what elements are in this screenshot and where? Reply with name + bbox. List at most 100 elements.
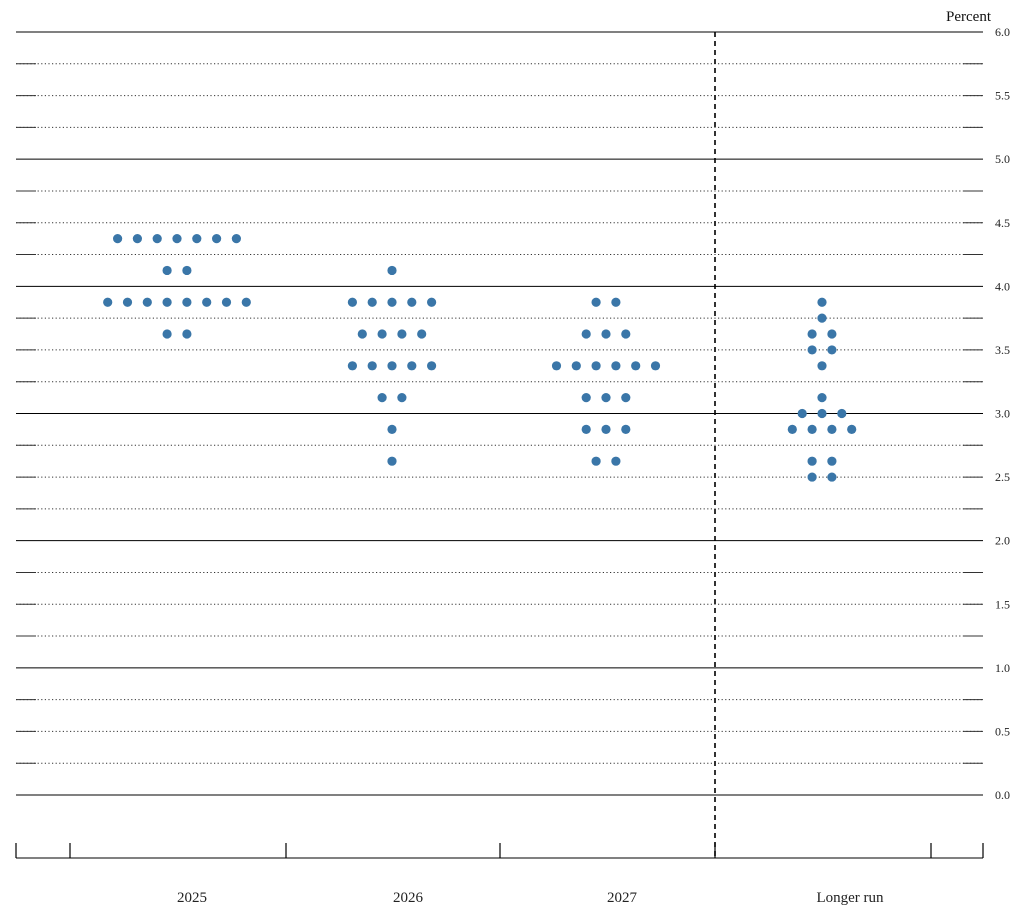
dot-2027	[650, 361, 661, 371]
dot-2025	[162, 329, 172, 339]
dot-2025	[221, 297, 232, 307]
dot-longer-run	[807, 456, 817, 466]
y-tick-label: 3.0	[995, 407, 1010, 421]
dot-2025	[142, 297, 152, 307]
y-tick-label: 0.5	[995, 724, 1010, 738]
dot-longer-run	[837, 408, 847, 419]
dot-2027	[611, 456, 621, 466]
dot-2025	[113, 234, 123, 244]
dot-2027	[581, 424, 591, 434]
dot-2026	[387, 265, 397, 276]
dot-2025	[132, 234, 142, 244]
dot-2025	[192, 234, 202, 244]
dot-longer-run	[817, 297, 827, 307]
dot-longer-run	[817, 408, 827, 419]
x-axis-category-labels: 2025 2026 2027 Longer run	[177, 890, 884, 906]
dot-2025	[182, 265, 192, 276]
dot-2025	[231, 234, 241, 244]
dot-2026	[387, 361, 397, 371]
dot-2026	[347, 361, 357, 371]
dot-2027	[631, 361, 641, 371]
dot-2025	[182, 297, 192, 307]
dot-2026	[407, 361, 417, 371]
x-category-label: 2025	[177, 890, 207, 906]
dot-2026	[377, 329, 387, 339]
dot-2027	[601, 393, 611, 403]
y-tick-label: 1.5	[995, 597, 1010, 611]
x-axis	[15, 843, 984, 859]
y-tick-label: 2.0	[995, 534, 1010, 548]
dot-longer-run	[817, 361, 827, 371]
y-tick-label: 5.0	[995, 152, 1010, 166]
dot-2026	[417, 329, 427, 339]
gridlines	[16, 31, 983, 796]
y-tick-label: 2.5	[995, 470, 1010, 484]
dot-longer-run	[817, 313, 827, 323]
dot-2026	[347, 297, 357, 307]
dot-2026	[387, 424, 397, 434]
y-tick-label: 4.5	[995, 216, 1010, 230]
dot-2027	[621, 424, 631, 434]
dot-2026	[397, 329, 407, 339]
dot-2027	[611, 297, 621, 307]
dot-2027	[601, 329, 611, 339]
dot-longer-run	[827, 472, 837, 482]
x-category-label: Longer run	[816, 890, 884, 906]
dot-2027	[571, 361, 581, 371]
dot-2025	[202, 297, 212, 307]
y-tick-label: 5.5	[995, 89, 1010, 103]
dot-longer-run	[827, 424, 837, 434]
dot-2027	[621, 393, 631, 403]
dot-2026	[377, 393, 387, 403]
dot-2026	[397, 393, 407, 403]
dot-2025	[212, 234, 222, 244]
dot-longer-run	[847, 424, 857, 434]
dot-2026	[357, 329, 367, 339]
dot-2025	[241, 297, 251, 307]
dot-longer-run	[817, 393, 827, 403]
dot-2027	[591, 297, 601, 307]
dot-longer-run	[807, 329, 817, 339]
x-category-label: 2026	[393, 890, 424, 906]
dot-2026	[427, 297, 437, 307]
y-axis-unit-label: Percent	[946, 9, 992, 25]
dot-2027	[611, 361, 621, 371]
dot-longer-run	[797, 408, 807, 419]
dot-2027	[581, 329, 591, 339]
dot-2025	[162, 265, 172, 276]
dots	[103, 234, 857, 482]
dot-longer-run	[827, 456, 837, 466]
dot-2026	[387, 297, 397, 307]
y-tick-label: 0.0	[995, 788, 1010, 802]
dot-2027	[601, 424, 611, 434]
y-tick-label: 4.0	[995, 279, 1010, 293]
dot-2027	[621, 329, 631, 339]
y-tick-label: 3.5	[995, 343, 1010, 357]
dot-2025	[103, 297, 113, 307]
x-category-label: 2027	[607, 890, 638, 906]
dot-longer-run	[807, 472, 817, 482]
dot-longer-run	[807, 424, 817, 434]
dot-2025	[162, 297, 172, 307]
dot-2026	[427, 361, 437, 371]
dot-2025	[172, 234, 182, 244]
y-tick-label: 6.0	[995, 25, 1010, 39]
dot-2027	[551, 361, 562, 371]
dot-2027	[591, 456, 601, 466]
dot-2027	[581, 393, 591, 403]
dot-2026	[367, 361, 377, 371]
dot-2025	[182, 329, 192, 339]
y-axis-ticks: 0.0 0.5 1.0 1.5 2.0 2.5 3.0 3.5 4.0 4.5 5.0 5.5 6.0	[995, 25, 1010, 802]
dot-2026	[407, 297, 417, 307]
dot-2027	[591, 361, 601, 371]
dot-longer-run	[807, 345, 817, 355]
dot-longer-run	[827, 345, 837, 355]
dot-longer-run	[827, 329, 837, 339]
y-tick-label: 1.0	[995, 661, 1010, 675]
dot-2025	[152, 234, 162, 244]
dot-2025	[122, 297, 133, 307]
dot-2026	[387, 456, 397, 466]
dot-longer-run	[787, 424, 797, 434]
dot-2026	[367, 297, 377, 307]
